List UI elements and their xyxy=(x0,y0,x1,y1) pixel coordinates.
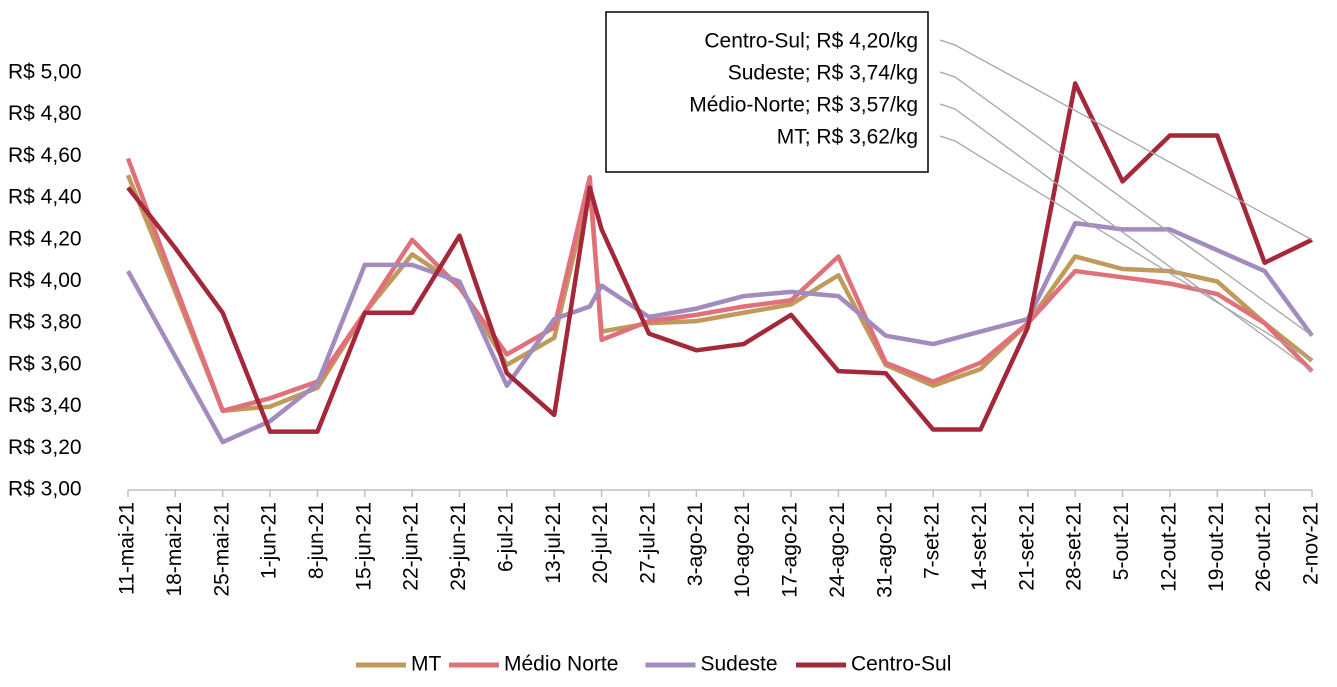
x-tick-label: 8-jun-21 xyxy=(305,502,328,579)
leader-line xyxy=(939,135,1313,362)
x-tick-label: 12-out-21 xyxy=(1157,502,1180,592)
leader-line xyxy=(939,103,1313,372)
legend-label: Sudeste xyxy=(701,653,778,676)
x-tick-label: 10-ago-21 xyxy=(731,502,754,598)
x-tick-label: 11-mai-21 xyxy=(116,502,139,595)
legend-label: Centro-Sul xyxy=(851,653,951,676)
x-tick-label: 13-jul-21 xyxy=(542,502,565,584)
x-tick-label: 3-ago-21 xyxy=(684,502,707,586)
leader-line xyxy=(939,39,1313,241)
y-tick-label: R$ 4,20 xyxy=(8,227,82,250)
y-tick-label: R$ 3,80 xyxy=(8,311,82,334)
y-tick-label: R$ 3,60 xyxy=(8,352,82,375)
x-tick-label: 28-set-21 xyxy=(1063,502,1086,591)
y-tick-label: R$ 3,00 xyxy=(8,478,82,501)
x-tick-label: 19-out-21 xyxy=(1205,502,1228,592)
x-tick-label: 20-jul-21 xyxy=(589,502,612,584)
x-tick-label: 1-jun-21 xyxy=(258,502,281,579)
annotation: Médio-Norte; R$ 3,57/kg xyxy=(689,94,918,117)
x-tick-label: 22-jun-21 xyxy=(400,502,423,591)
annotation: Centro-Sul; R$ 4,20/kg xyxy=(704,30,918,53)
y-tick-label: R$ 3,40 xyxy=(8,394,82,417)
annotation-box xyxy=(605,11,929,173)
x-tick-label: 14-set-21 xyxy=(968,502,991,591)
y-tick-label: R$ 4,80 xyxy=(8,102,82,125)
series-line xyxy=(126,81,1313,434)
y-tick-label: R$ 5,00 xyxy=(8,61,82,84)
series-line xyxy=(125,174,1314,414)
x-tick-label: 21-set-21 xyxy=(1015,502,1038,591)
x-tick-label: 25-mai-21 xyxy=(210,502,233,597)
x-tick-label: 17-ago-21 xyxy=(779,502,802,598)
y-tick-label: R$ 3,20 xyxy=(8,436,82,459)
x-tick-label: 2-nov-21 xyxy=(1300,502,1323,585)
annotation: Sudeste; R$ 3,74/kg xyxy=(728,62,918,85)
x-tick-label: 7-set-21 xyxy=(921,502,944,579)
annotation: MT; R$ 3,62/kg xyxy=(777,126,918,149)
x-tick-label: 27-jul-21 xyxy=(637,502,660,584)
x-tick-label: 15-jun-21 xyxy=(352,502,375,591)
y-tick-label: R$ 4,60 xyxy=(8,144,82,167)
x-tick-label: 18-mai-21 xyxy=(163,502,186,597)
series-line xyxy=(125,157,1314,414)
x-tick-label: 26-out-21 xyxy=(1252,502,1275,592)
x-tick-label: 5-out-21 xyxy=(1110,502,1133,580)
series-line xyxy=(126,220,1314,445)
x-tick-label: 24-ago-21 xyxy=(826,502,849,598)
leader-line xyxy=(939,71,1313,337)
x-tick-label: 6-jul-21 xyxy=(494,502,517,572)
legend-label: MT xyxy=(411,653,441,676)
x-tick-label: 29-jun-21 xyxy=(447,502,470,591)
y-tick-label: R$ 4,40 xyxy=(8,186,82,209)
y-tick-label: R$ 4,00 xyxy=(8,269,82,292)
x-tick-label: 31-ago-21 xyxy=(873,502,896,598)
legend-label: Médio Norte xyxy=(504,653,618,676)
